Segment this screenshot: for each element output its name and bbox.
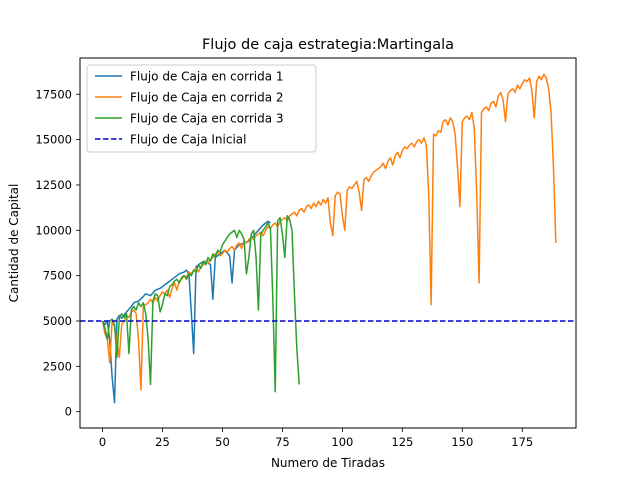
y-axis-label: Cantidad de Capital	[7, 184, 21, 303]
legend: Flujo de Caja en corrida 1 Flujo de Caja …	[86, 64, 317, 153]
x-tick-label: 0	[99, 435, 106, 449]
x-tick-label: 100	[331, 435, 353, 449]
chart-title: Flujo de caja estrategia:Martingala	[202, 37, 454, 53]
y-tick-label: 12500	[35, 178, 72, 192]
legend-label: Flujo de Caja en corrida 1	[130, 70, 284, 84]
y-tick-label: 0	[65, 405, 72, 419]
y-tick-label: 10000	[35, 223, 72, 237]
y-tick-label: 7500	[43, 269, 72, 283]
x-axis-label: Numero de Tiradas	[271, 456, 385, 470]
x-tick-label: 25	[155, 435, 170, 449]
legend-label: Flujo de Caja en corrida 2	[130, 91, 284, 105]
x-tick-label: 75	[275, 435, 290, 449]
x-tick-label: 150	[451, 435, 473, 449]
plot-area	[80, 73, 576, 404]
legend-box	[86, 64, 317, 153]
plot-frame	[79, 57, 577, 429]
series-line-1	[101, 220, 271, 404]
legend-label: Flujo de Caja en corrida 3	[130, 112, 284, 126]
y-tick-label: 2500	[43, 359, 72, 373]
y-tick-label: 17500	[35, 87, 72, 101]
series-line-2	[101, 73, 557, 391]
y-axis-ticks: 0 2500 5000 7500 10000 12500 15000 17500	[35, 87, 80, 419]
y-tick-label: 15000	[35, 133, 72, 147]
x-tick-label: 175	[511, 435, 533, 449]
y-tick-label: 5000	[43, 314, 72, 328]
x-tick-label: 50	[215, 435, 230, 449]
legend-label: Flujo de Caja Inicial	[130, 133, 246, 147]
series-line-3	[101, 215, 300, 393]
x-tick-label: 125	[391, 435, 413, 449]
x-axis-ticks: 0 25 50 75 100 125 150 175	[99, 428, 533, 449]
